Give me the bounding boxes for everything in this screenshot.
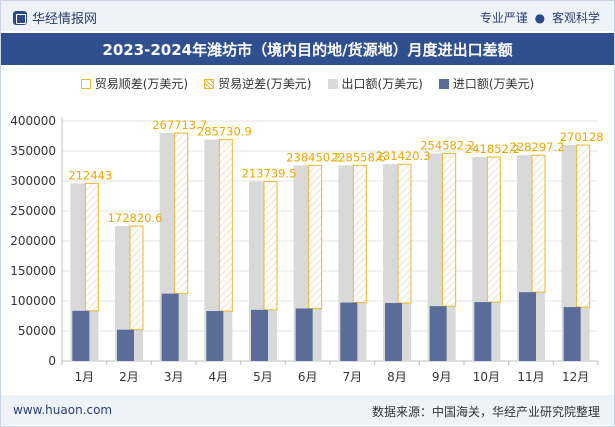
surplus-value-label: 213739.5 [242, 167, 297, 181]
legend-swatch-export [327, 78, 338, 89]
import-bar [161, 293, 179, 361]
footer: www.huaon.com 数据来源：中国海关，华经产业研究院整理 [1, 395, 614, 425]
surplus-value-label: 267713.7 [152, 118, 207, 132]
y-tick-label: 50000 [18, 324, 56, 338]
surplus-bar [218, 139, 233, 312]
surplus-value-label: 231420.3 [376, 149, 431, 163]
chart-title: 2023-2024年潍坊市（境内目的地/货源地）月度进出口差额 [102, 40, 513, 59]
x-tick-label: 4月 [209, 370, 229, 384]
y-tick-label: 350000 [10, 144, 56, 158]
legend-item-deficit[interactable]: 贸易逆差(万美元) [204, 75, 312, 92]
legend-label-import: 进口额(万美元) [452, 77, 535, 91]
x-tick-label: 3月 [164, 370, 184, 384]
y-tick-label: 300000 [10, 174, 56, 188]
x-tick-label: 10月 [473, 370, 500, 384]
x-tick-label: 11月 [517, 370, 544, 384]
surplus-bar [129, 225, 144, 331]
legend-label-export: 出口额(万美元) [341, 77, 423, 91]
import-bar [206, 311, 224, 361]
x-tick-label: 1月 [75, 370, 95, 384]
legend-label-deficit: 贸易逆差(万美元) [218, 77, 312, 91]
y-tick-label: 0 [48, 354, 56, 368]
surplus-bar [174, 132, 189, 295]
x-tick-label: 8月 [387, 370, 407, 384]
x-tick-label: 7月 [343, 370, 363, 384]
import-bar [295, 308, 313, 361]
x-tick-label: 5月 [253, 370, 273, 384]
surplus-value-label: 228558.6 [331, 150, 386, 164]
surplus-value-label: 241852.2 [465, 142, 520, 156]
brand-name: 华经情报网 [32, 12, 98, 27]
surplus-bar [531, 154, 546, 293]
surplus-bar [308, 164, 323, 309]
import-bar [519, 292, 536, 361]
x-tick-label: 2月 [119, 370, 139, 384]
surplus-bar [486, 156, 501, 303]
surplus-bar [352, 164, 367, 304]
brand-logo-icon [13, 10, 27, 25]
top-bar: 华经情报网 专业严谨 ● 客观科学 [1, 1, 614, 31]
legend-item-surplus[interactable]: 贸易顺差(万美元) [80, 75, 189, 92]
y-tick-label: 400000 [10, 114, 56, 128]
legend-swatch-surplus [80, 78, 91, 89]
surplus-value-label: 212443 [68, 168, 112, 182]
import-bar [340, 302, 358, 361]
import-bar [385, 303, 402, 361]
import-bar [117, 329, 134, 361]
y-tick-label: 250000 [10, 204, 56, 218]
surplus-bar [397, 163, 412, 304]
title-bar: 2023-2024年潍坊市（境内目的地/货源地）月度进出口差额 [1, 33, 614, 65]
surplus-value-label: 172820.6 [108, 211, 163, 225]
surplus-bar [442, 152, 457, 307]
import-bar [72, 310, 90, 361]
tagline-dot-icon: ● [534, 11, 546, 25]
import-bar [251, 309, 268, 361]
footer-source: 数据来源：中国海关，华经产业研究院整理 [371, 405, 600, 419]
surplus-value-label: 228297.2 [510, 140, 565, 154]
footer-site-link[interactable]: www.huaon.com [13, 403, 113, 417]
tagline: 专业严谨 ● 客观科学 [480, 9, 600, 26]
y-tick-label: 200000 [10, 234, 56, 248]
import-bar [474, 302, 492, 361]
y-tick-label: 100000 [10, 294, 56, 308]
surplus-bar [263, 181, 278, 311]
surplus-value-label: 254582.2 [420, 138, 475, 152]
x-tick-label: 9月 [432, 370, 452, 384]
y-tick-label: 150000 [10, 264, 56, 278]
x-tick-label: 6月 [298, 370, 318, 384]
x-tick-label: 12月 [562, 370, 589, 384]
surplus-value-label: 238450.2 [286, 150, 341, 164]
tagline-left: 专业严谨 [479, 11, 528, 25]
brand[interactable]: 华经情报网 [13, 8, 97, 27]
import-bar [563, 307, 581, 361]
legend-item-export[interactable]: 出口额(万美元) [327, 75, 423, 92]
surplus-bar [84, 182, 99, 312]
import-bar [429, 306, 447, 361]
surplus-value-label: 270128 [560, 130, 604, 144]
surplus-value-label: 285730.9 [197, 125, 252, 139]
legend-swatch-import [438, 78, 449, 89]
legend-label-surplus: 贸易顺差(万美元) [94, 77, 189, 91]
legend-swatch-deficit [204, 78, 215, 89]
surplus-bar [576, 144, 591, 308]
legend-item-import[interactable]: 进口额(万美元) [438, 75, 535, 92]
chart-legend: 贸易顺差(万美元) 贸易逆差(万美元) 出口额(万美元) 进口额(万美元) [0, 75, 615, 92]
tagline-right: 客观科学 [551, 11, 600, 25]
